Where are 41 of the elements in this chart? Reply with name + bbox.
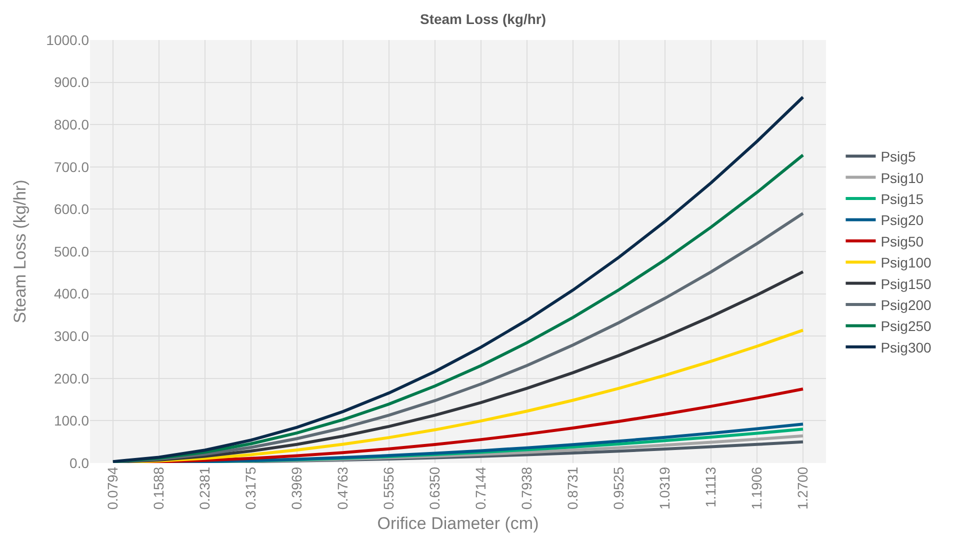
- x-tick-label: 0.3969: [288, 466, 305, 510]
- legend-label: Psig300: [880, 339, 932, 356]
- x-tick-label: 0.4763: [334, 466, 351, 510]
- x-axis-title: Orifice Diameter (cm): [377, 514, 539, 534]
- x-tick-label: 1.2700: [794, 466, 811, 510]
- legend-label: Psig15: [880, 190, 924, 207]
- legend-label: Psig150: [880, 276, 932, 292]
- x-tick-label: 0.9525: [610, 466, 627, 510]
- y-tick-label: 300.0: [54, 328, 90, 344]
- legend-label: Psig200: [880, 296, 932, 313]
- x-tick-label: 0.6350: [426, 466, 443, 510]
- x-tick-label: 0.3175: [242, 466, 259, 510]
- y-tick-label: 600.0: [54, 201, 90, 218]
- line-series: [112, 96, 804, 463]
- legend-label: Psig100: [880, 254, 932, 271]
- y-tick-label: 0.0: [70, 454, 90, 471]
- x-tick-label: 0.2381: [196, 466, 213, 510]
- x-tick-label: 0.5556: [380, 466, 397, 510]
- y-tick-label: 800.0: [54, 116, 90, 132]
- x-tick-label: 0.8731: [564, 466, 581, 510]
- y-tick-label: 900.0: [54, 74, 90, 90]
- x-tick-label: 0.0794: [104, 466, 121, 510]
- y-axis-title: Steam Loss (kg/hr): [10, 180, 30, 324]
- x-tick-label: 0.7144: [472, 466, 489, 510]
- y-tick-label: 1000.0: [46, 32, 90, 48]
- x-tick-label: 1.1906: [748, 466, 765, 510]
- y-tick-label: 400.0: [54, 286, 90, 302]
- legend-label: Psig20: [880, 212, 924, 228]
- x-tick-label: 0.1588: [150, 466, 167, 510]
- x-tick-label: 0.7938: [518, 466, 535, 510]
- x-tick-label: 1.0319: [656, 466, 673, 510]
- chart-title: Steam Loss (kg/hr): [420, 10, 546, 27]
- legend-label: Psig50: [880, 233, 924, 250]
- legend-label: Psig5: [880, 148, 916, 165]
- y-tick-label: 100.0: [54, 412, 90, 429]
- y-tick-label: 500.0: [54, 243, 90, 260]
- legend-label: Psig10: [880, 170, 924, 186]
- x-tick-label: 1.1113: [702, 466, 719, 508]
- y-tick-label: 200.0: [54, 370, 90, 386]
- y-tick-label: 700.0: [54, 158, 90, 175]
- legend-label: Psig250: [880, 318, 932, 334]
